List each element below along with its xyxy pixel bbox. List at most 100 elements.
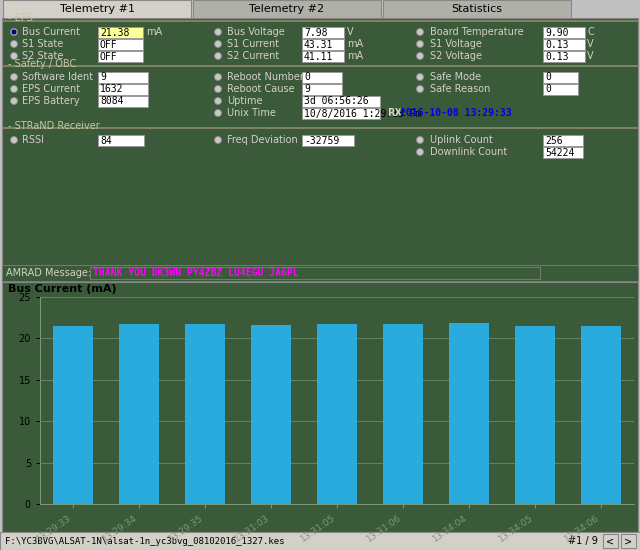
Text: 1632: 1632 [100,85,124,95]
Text: V: V [587,39,594,49]
Text: 256: 256 [545,135,563,146]
Circle shape [417,52,424,59]
Bar [2,65,638,66]
Bar [449,323,489,504]
Circle shape [214,29,221,36]
Text: Bus Current: Bus Current [22,27,80,37]
Circle shape [10,41,17,47]
Bar [543,135,583,146]
Circle shape [12,30,16,34]
Circle shape [10,29,17,36]
Text: 0: 0 [545,85,551,95]
Text: Freq Deviation: Freq Deviation [227,135,298,145]
Text: mA: mA [347,39,363,49]
Text: - STRaND Receiver: - STRaND Receiver [8,121,100,131]
Circle shape [10,136,17,144]
Bar [2,127,638,128]
Bar [98,27,143,38]
Text: V: V [347,27,354,37]
Text: 0.13: 0.13 [545,52,568,62]
Bar [98,51,143,62]
Bar [302,27,344,38]
Bar [302,51,344,62]
Bar [302,135,354,146]
Text: Uplink Count: Uplink Count [430,135,493,145]
Text: C: C [587,27,594,37]
Text: Safe Mode: Safe Mode [430,72,481,82]
Circle shape [214,97,221,104]
Bar [2,18,638,282]
Bar [621,534,636,548]
Bar [383,0,571,18]
Text: Uptime: Uptime [227,96,262,106]
Circle shape [214,85,221,92]
Text: Reboot Cause: Reboot Cause [227,84,294,94]
Circle shape [10,97,17,104]
Circle shape [214,41,221,47]
Text: THANK YOU DK3WN PY4ZBZ LU4EGU JA6PL: THANK YOU DK3WN PY4ZBZ LU4EGU JA6PL [93,268,299,278]
Bar [543,27,585,38]
Text: Statistics: Statistics [451,4,502,14]
Text: 84: 84 [100,135,112,146]
Bar [90,267,540,279]
Text: 8084: 8084 [100,96,124,107]
Text: EPS Battery: EPS Battery [22,96,79,106]
Text: S1 State: S1 State [22,39,63,49]
Text: - Safety / OBC: - Safety / OBC [8,59,76,69]
Text: 41.11: 41.11 [304,52,333,62]
Text: 0: 0 [304,73,310,82]
Bar [302,72,342,83]
Circle shape [214,136,221,144]
Bar [98,84,148,95]
Circle shape [10,85,17,92]
Bar [317,324,357,504]
Bar [603,534,618,548]
Bar [543,51,585,62]
Text: S2 Current: S2 Current [227,51,279,61]
Bar [252,325,291,504]
Text: OFF: OFF [100,52,118,62]
Text: 43.31: 43.31 [304,40,333,49]
Bar [302,96,380,107]
Text: 54224: 54224 [545,147,574,157]
Text: >: > [625,536,632,546]
Bar [119,324,159,504]
Bar [543,72,578,83]
Circle shape [214,74,221,80]
Bar [302,39,344,50]
Text: Telemetry #1: Telemetry #1 [60,4,134,14]
Bar [0,532,640,550]
Text: Reboot Number: Reboot Number [227,72,304,82]
Text: Bus Current (mA): Bus Current (mA) [8,284,116,294]
Text: <: < [607,536,614,546]
Circle shape [417,29,424,36]
Circle shape [10,52,17,59]
Bar [98,96,148,107]
Text: Bus Voltage: Bus Voltage [227,27,285,37]
Bar [98,135,144,146]
Circle shape [417,41,424,47]
Text: mA: mA [146,27,162,37]
Bar [98,72,148,83]
Text: 0.13: 0.13 [545,40,568,49]
Text: Board Temperature: Board Temperature [430,27,524,37]
Circle shape [417,136,424,144]
Bar [302,84,342,95]
Text: mA: mA [347,51,363,61]
Bar [2,282,638,532]
Text: Unix Time: Unix Time [227,108,276,118]
Circle shape [417,74,424,80]
Circle shape [214,52,221,59]
Circle shape [417,85,424,92]
Text: RSSI: RSSI [22,135,44,145]
Text: S2 Voltage: S2 Voltage [430,51,482,61]
Bar [3,0,191,18]
Text: Software Ident: Software Ident [22,72,93,82]
Bar [193,0,381,18]
Bar [302,108,380,119]
Text: Safe Reason: Safe Reason [430,84,490,94]
Text: 7.98: 7.98 [304,28,328,37]
Text: RX: RX [387,108,402,118]
Text: AMRAD Message:: AMRAD Message: [6,268,91,278]
Text: OFF: OFF [100,40,118,49]
